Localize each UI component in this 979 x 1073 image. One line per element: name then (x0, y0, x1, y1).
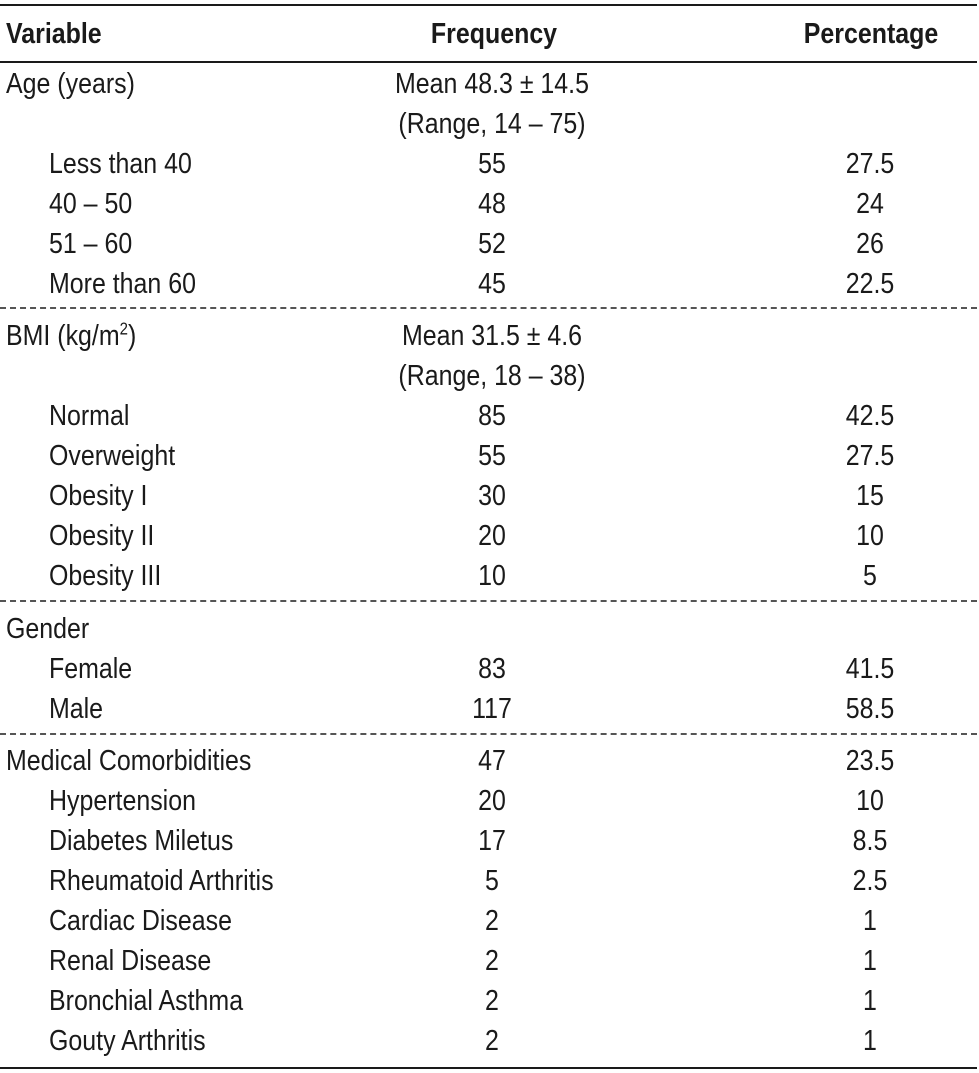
row-label: Cardiac Disease (49, 905, 232, 937)
row-frequency: 20 (478, 785, 506, 817)
age-label: Age (years) (6, 68, 135, 100)
row-label: Obesity II (49, 520, 155, 552)
row-label: Diabetes Miletus (49, 825, 234, 857)
row-label: Bronchial Asthma (49, 985, 244, 1017)
header-percentage: Percentage (803, 18, 939, 50)
bmi-mean: Mean 31.5 ± 4.6 (401, 320, 583, 352)
table-row: 40 – 50 48 24 (0, 184, 979, 224)
row-frequency: 85 (478, 400, 506, 432)
section-divider (0, 733, 977, 735)
row-percentage: 26 (856, 228, 884, 260)
bmi-label: BMI (kg/m2) (6, 318, 137, 352)
row-frequency: 17 (478, 825, 506, 857)
comorbidities-label: Medical Comorbidities (6, 745, 252, 777)
row-frequency: 45 (478, 268, 506, 300)
table-row: Overweight 55 27.5 (0, 436, 979, 476)
row-frequency: 55 (478, 440, 506, 472)
table-row: Obesity III 10 5 (0, 556, 979, 596)
row-percentage: 22.5 (845, 268, 895, 300)
table-row: Less than 40 55 27.5 (0, 144, 979, 184)
header-row: Variable Frequency Percentage (0, 14, 979, 54)
table-row: Gouty Arthritis 2 1 (0, 1021, 979, 1061)
row-percentage: 42.5 (845, 400, 895, 432)
comorbidities-frequency: 47 (478, 745, 506, 777)
row-percentage: 58.5 (845, 693, 895, 725)
row-label: Male (49, 693, 104, 725)
table-row: Bronchial Asthma 2 1 (0, 981, 979, 1021)
table-bottom-rule (0, 1067, 977, 1069)
row-label: Hypertension (49, 785, 196, 817)
row-label: Overweight (49, 440, 176, 472)
row-label: Rheumatoid Arthritis (49, 865, 274, 897)
table-row: Obesity II 20 10 (0, 516, 979, 556)
section-divider (0, 307, 977, 309)
comorbidities-percentage: 23.5 (845, 745, 895, 777)
table-row: Cardiac Disease 2 1 (0, 901, 979, 941)
age-mean: Mean 48.3 ± 14.5 (395, 68, 589, 100)
row-label: Renal Disease (49, 945, 212, 977)
header-variable: Variable (6, 18, 102, 50)
header-rule (0, 61, 977, 63)
row-percentage: 1 (863, 945, 877, 977)
bmi-range-row: (Range, 18 – 38) (0, 356, 979, 396)
comorbidities-row: Medical Comorbidities 47 23.5 (0, 741, 979, 781)
row-percentage: 10 (856, 785, 884, 817)
age-row: Age (years) Mean 48.3 ± 14.5 (0, 64, 979, 104)
row-frequency: 10 (478, 560, 506, 592)
row-frequency: 30 (478, 480, 506, 512)
row-label: More than 60 (49, 268, 196, 300)
row-frequency: 5 (485, 865, 499, 897)
row-percentage: 1 (863, 1025, 877, 1057)
row-frequency: 2 (485, 985, 499, 1017)
row-percentage: 5 (863, 560, 877, 592)
table-row: 51 – 60 52 26 (0, 224, 979, 264)
row-percentage: 8.5 (852, 825, 888, 857)
row-frequency: 52 (478, 228, 506, 260)
table-row: Normal 85 42.5 (0, 396, 979, 436)
row-label: Gouty Arthritis (49, 1025, 206, 1057)
table-top-rule (0, 4, 977, 6)
row-percentage: 27.5 (845, 440, 895, 472)
table-row: Female 83 41.5 (0, 649, 979, 689)
row-percentage: 1 (863, 905, 877, 937)
row-frequency: 20 (478, 520, 506, 552)
row-frequency: 2 (485, 1025, 499, 1057)
gender-label: Gender (6, 613, 90, 645)
row-percentage: 24 (856, 188, 884, 220)
row-frequency: 117 (472, 693, 512, 725)
section-divider (0, 600, 977, 602)
row-percentage: 15 (856, 480, 884, 512)
row-percentage: 41.5 (845, 653, 895, 685)
row-label: Obesity III (49, 560, 162, 592)
bmi-range: (Range, 18 – 38) (398, 360, 586, 392)
age-range-row: (Range, 14 – 75) (0, 104, 979, 144)
table-row: Male 117 58.5 (0, 689, 979, 729)
row-frequency: 55 (478, 148, 506, 180)
table-row: Diabetes Miletus 17 8.5 (0, 821, 979, 861)
table-row: Renal Disease 2 1 (0, 941, 979, 981)
row-label: Less than 40 (49, 148, 192, 180)
bmi-row: BMI (kg/m2) Mean 31.5 ± 4.6 (0, 316, 979, 356)
row-label: Female (49, 653, 133, 685)
row-label: Obesity I (49, 480, 148, 512)
row-frequency: 48 (478, 188, 506, 220)
row-frequency: 83 (478, 653, 506, 685)
row-frequency: 2 (485, 945, 499, 977)
age-range: (Range, 14 – 75) (398, 108, 586, 140)
table-row: More than 60 45 22.5 (0, 264, 979, 304)
row-percentage: 1 (863, 985, 877, 1017)
row-label: Normal (49, 400, 130, 432)
table-row: Obesity I 30 15 (0, 476, 979, 516)
row-percentage: 10 (856, 520, 884, 552)
row-percentage: 27.5 (845, 148, 895, 180)
row-label: 51 – 60 (49, 228, 133, 260)
row-frequency: 2 (485, 905, 499, 937)
table-row: Rheumatoid Arthritis 5 2.5 (0, 861, 979, 901)
header-frequency: Frequency (430, 18, 558, 50)
row-percentage: 2.5 (852, 865, 888, 897)
gender-row: Gender (0, 609, 979, 649)
row-label: 40 – 50 (49, 188, 133, 220)
table-row: Hypertension 20 10 (0, 781, 979, 821)
